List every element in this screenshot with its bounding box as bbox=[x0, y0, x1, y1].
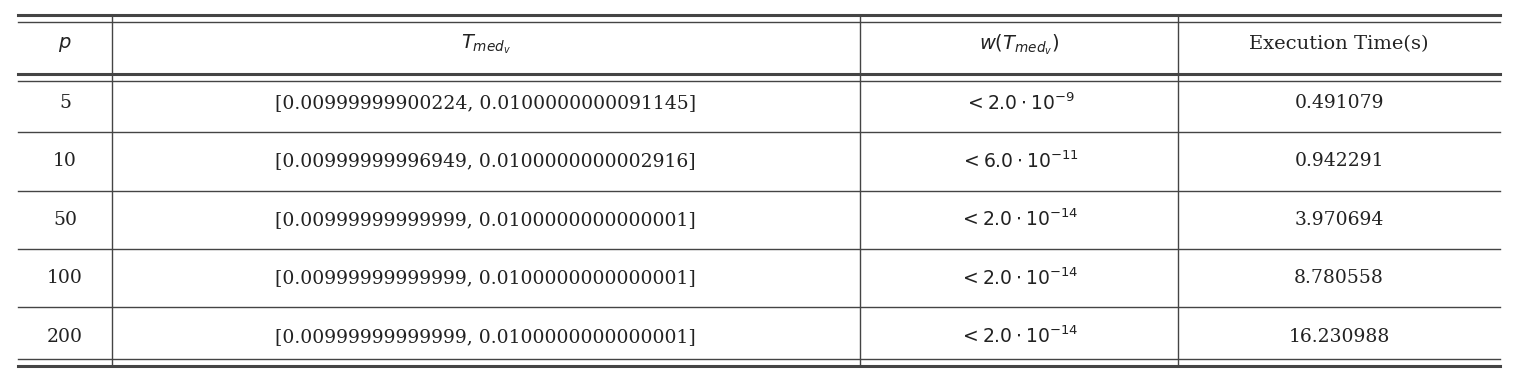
Text: 8.780558: 8.780558 bbox=[1295, 269, 1384, 287]
Text: 16.230988: 16.230988 bbox=[1289, 328, 1389, 346]
Text: 0.491079: 0.491079 bbox=[1295, 94, 1384, 112]
Text: 10: 10 bbox=[53, 152, 77, 170]
Text: [0.00999999900224, 0.0100000000091145]: [0.00999999900224, 0.0100000000091145] bbox=[275, 94, 697, 112]
Text: $p$: $p$ bbox=[58, 35, 71, 54]
Text: 100: 100 bbox=[47, 269, 83, 287]
Text: 0.942291: 0.942291 bbox=[1295, 152, 1384, 170]
Text: 3.970694: 3.970694 bbox=[1295, 211, 1384, 229]
Text: $w(T_{med_v})$: $w(T_{med_v})$ bbox=[979, 32, 1060, 57]
Text: $< 2.0 \cdot 10^{-9}$: $< 2.0 \cdot 10^{-9}$ bbox=[964, 92, 1075, 114]
Text: [0.00999999996949, 0.0100000000002916]: [0.00999999996949, 0.0100000000002916] bbox=[275, 152, 695, 170]
Text: $T_{med_v}$: $T_{med_v}$ bbox=[460, 33, 510, 56]
Text: 50: 50 bbox=[53, 211, 77, 229]
Text: 5: 5 bbox=[59, 94, 71, 112]
Text: [0.00999999999999, 0.0100000000000001]: [0.00999999999999, 0.0100000000000001] bbox=[275, 328, 697, 346]
Text: 200: 200 bbox=[47, 328, 83, 346]
Text: Execution Time(s): Execution Time(s) bbox=[1249, 35, 1428, 53]
Text: $< 6.0 \cdot 10^{-11}$: $< 6.0 \cdot 10^{-11}$ bbox=[959, 150, 1078, 172]
Text: $< 2.0 \cdot 10^{-14}$: $< 2.0 \cdot 10^{-14}$ bbox=[959, 209, 1079, 231]
Text: [0.00999999999999, 0.0100000000000001]: [0.00999999999999, 0.0100000000000001] bbox=[275, 211, 697, 229]
Text: [0.00999999999999, 0.0100000000000001]: [0.00999999999999, 0.0100000000000001] bbox=[275, 269, 697, 287]
Text: $< 2.0 \cdot 10^{-14}$: $< 2.0 \cdot 10^{-14}$ bbox=[959, 326, 1079, 347]
Text: $< 2.0 \cdot 10^{-14}$: $< 2.0 \cdot 10^{-14}$ bbox=[959, 267, 1079, 289]
